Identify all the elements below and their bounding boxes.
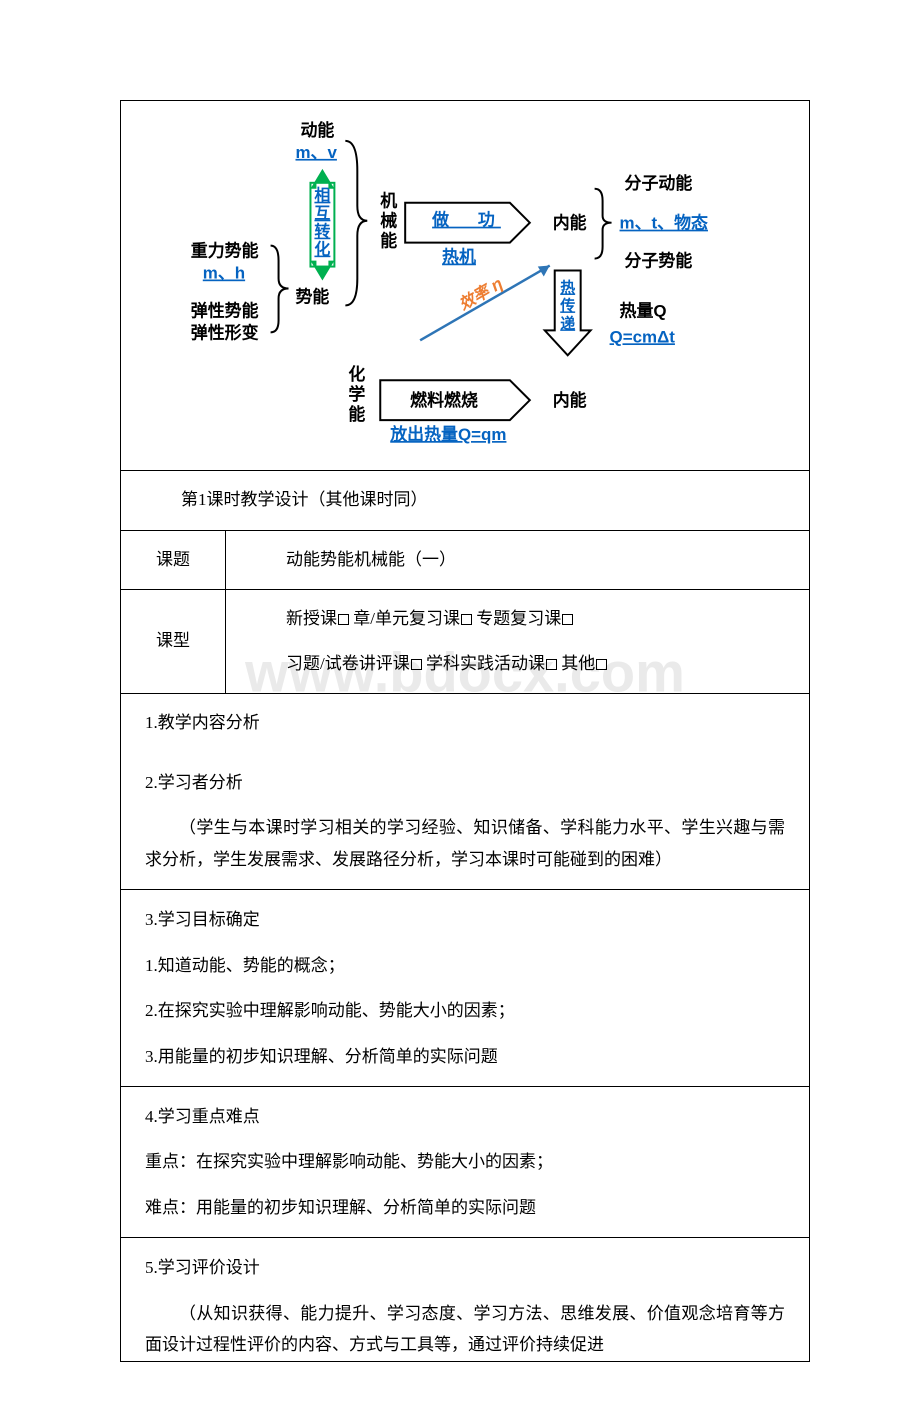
type-label: 课型 (121, 590, 226, 693)
lesson-header-row: 第1课时教学设计（其他课时同） (121, 471, 809, 531)
chem-2: 学 (348, 384, 365, 404)
checkbox-icon (338, 614, 349, 625)
sec4-1: 重点：在探究实验中理解影响动能、势能大小的因素； (145, 1146, 785, 1177)
mol-potential: 分子势能 (625, 251, 693, 271)
potential-brace (271, 246, 289, 333)
type-opt-6: 其他 (561, 654, 595, 673)
sec3-1: 1.知道动能、势能的概念； (145, 950, 785, 981)
sec3-3: 3.用能量的初步知识理解、分析简单的实际问题 (145, 1041, 785, 1072)
fuel-burn: 燃料燃烧 (410, 390, 478, 410)
chem-1: 化 (348, 364, 365, 384)
type-opt-2: 章/单元复习课 (353, 609, 460, 628)
mutual-text-4: 化 (314, 240, 330, 259)
sec2-body: （学生与本课时学习相关的学习经验、知识储备、学科能力水平、学生兴趣与需求分析，学… (145, 812, 785, 875)
sec5-row: 5.学习评价设计 （从知识获得、能力提升、学习态度、学习方法、思维发展、价值观念… (121, 1238, 809, 1360)
grav-pot: 重力势能 (191, 241, 259, 261)
sec4-2: 难点：用能量的初步知识理解、分析简单的实际问题 (145, 1192, 785, 1223)
mol-kinetic: 分子动能 (625, 173, 693, 193)
down-arrow-green (310, 261, 334, 281)
sec5-content: 5.学习评价设计 （从知识获得、能力提升、学习态度、学习方法、思维发展、价值观念… (121, 1238, 809, 1360)
mt-state: m、t、物态 (620, 213, 709, 233)
ht-2: 传 (559, 296, 575, 314)
checkbox-icon (461, 614, 472, 625)
right-brace-molecule (595, 189, 612, 259)
internal-energy-2: 内能 (553, 390, 587, 410)
mutual-text-1: 相 (314, 186, 330, 205)
sec5-body: （从知识获得、能力提升、学习态度、学习方法、思维发展、价值观念培育等方面设计过程… (145, 1298, 785, 1361)
type-value: 新授课 章/单元复习课 专题复习课 习题/试卷讲评课 学科实践活动课 其他 (226, 590, 809, 693)
work-label: 做 功 (431, 210, 501, 230)
mech-1: 机 (380, 191, 397, 211)
document-table: 动能 m、v 相 互 转 化 机 械 能 做 功 热机 内能 (120, 100, 810, 1362)
efficiency-arrow-line (420, 266, 550, 341)
kinetic-energy-label: 动能 (300, 120, 334, 140)
topic-value: 动能势能机械能（一） (226, 531, 809, 590)
sec3-row: 3.学习目标确定 1.知道动能、势能的概念； 2.在探究实验中理解影响动能、势能… (121, 890, 809, 1087)
type-section: www.bdocx.com 课型 新授课 章/单元复习课 专题复习课 习题/试卷… (121, 590, 809, 753)
sec4-content: 4.学习重点难点 重点：在探究实验中理解影响动能、势能大小的因素； 难点：用能量… (121, 1087, 809, 1237)
topic-row: 课题 动能势能机械能（一） (121, 531, 809, 591)
mech-3: 能 (380, 231, 397, 251)
heat-engine-label: 热机 (442, 247, 476, 267)
up-arrow-green (310, 169, 334, 189)
internal-energy-1: 内能 (553, 213, 587, 233)
concept-diagram: 动能 m、v 相 互 转 化 机 械 能 做 功 热机 内能 (121, 101, 809, 471)
sec3-2: 2.在探究实验中理解影响动能、势能大小的因素； (145, 995, 785, 1026)
mv-label: m、v (296, 143, 338, 162)
sec2-title: 2.学习者分析 (145, 767, 785, 798)
type-opt-4: 习题/试卷讲评课 (286, 654, 410, 673)
sec3-title: 3.学习目标确定 (145, 904, 785, 935)
type-opt-5: 学科实践活动课 (426, 654, 545, 673)
sec2-row: 2.学习者分析 （学生与本课时学习相关的学习经验、知识储备、学科能力水平、学生兴… (121, 753, 809, 890)
sec1-row: 1.教学内容分析 (121, 694, 809, 753)
mech-2: 械 (380, 211, 397, 231)
checkbox-icon (546, 659, 557, 670)
sec3-content: 3.学习目标确定 1.知道动能、势能的概念； 2.在探究实验中理解影响动能、势能… (121, 890, 809, 1086)
potential-label: 势能 (296, 286, 330, 306)
left-brace-mech (345, 141, 367, 306)
topic-label: 课题 (121, 531, 226, 590)
q-formula: Q=cmΔt (610, 327, 676, 346)
elastic-pot: 弹性势能 (191, 300, 259, 320)
sec4-row: 4.学习重点难点 重点：在探究实验中理解影响动能、势能大小的因素； 难点：用能量… (121, 1087, 809, 1238)
checkbox-icon (562, 614, 573, 625)
lesson-header: 第1课时教学设计（其他课时同） (121, 471, 809, 530)
mutual-text-2: 互 (314, 205, 330, 223)
sec4-title: 4.学习重点难点 (145, 1101, 785, 1132)
heat-q: 热量Q (620, 300, 667, 320)
diagram-svg: 动能 m、v 相 互 转 化 机 械 能 做 功 热机 内能 (131, 111, 799, 460)
mh-label: m、h (203, 264, 245, 283)
type-row: 课型 新授课 章/单元复习课 专题复习课 习题/试卷讲评课 学科实践活动课 其他 (121, 590, 809, 694)
release-q: 放出热量Q=qm (389, 424, 506, 444)
sec1: 1.教学内容分析 (121, 694, 809, 753)
checkbox-icon (596, 659, 607, 670)
checkbox-icon (411, 659, 422, 670)
ht-3: 递 (560, 314, 575, 332)
elastic-def: 弹性形变 (191, 322, 259, 342)
sec2-content: 2.学习者分析 （学生与本课时学习相关的学习经验、知识储备、学科能力水平、学生兴… (121, 753, 809, 889)
type-opt-1: 新授课 (286, 609, 337, 628)
ht-1: 热 (560, 278, 575, 296)
sec5-title: 5.学习评价设计 (145, 1252, 785, 1283)
type-opt-3: 专题复习课 (476, 609, 561, 628)
mutual-text-3: 转 (314, 222, 330, 241)
chem-3: 能 (348, 404, 365, 424)
